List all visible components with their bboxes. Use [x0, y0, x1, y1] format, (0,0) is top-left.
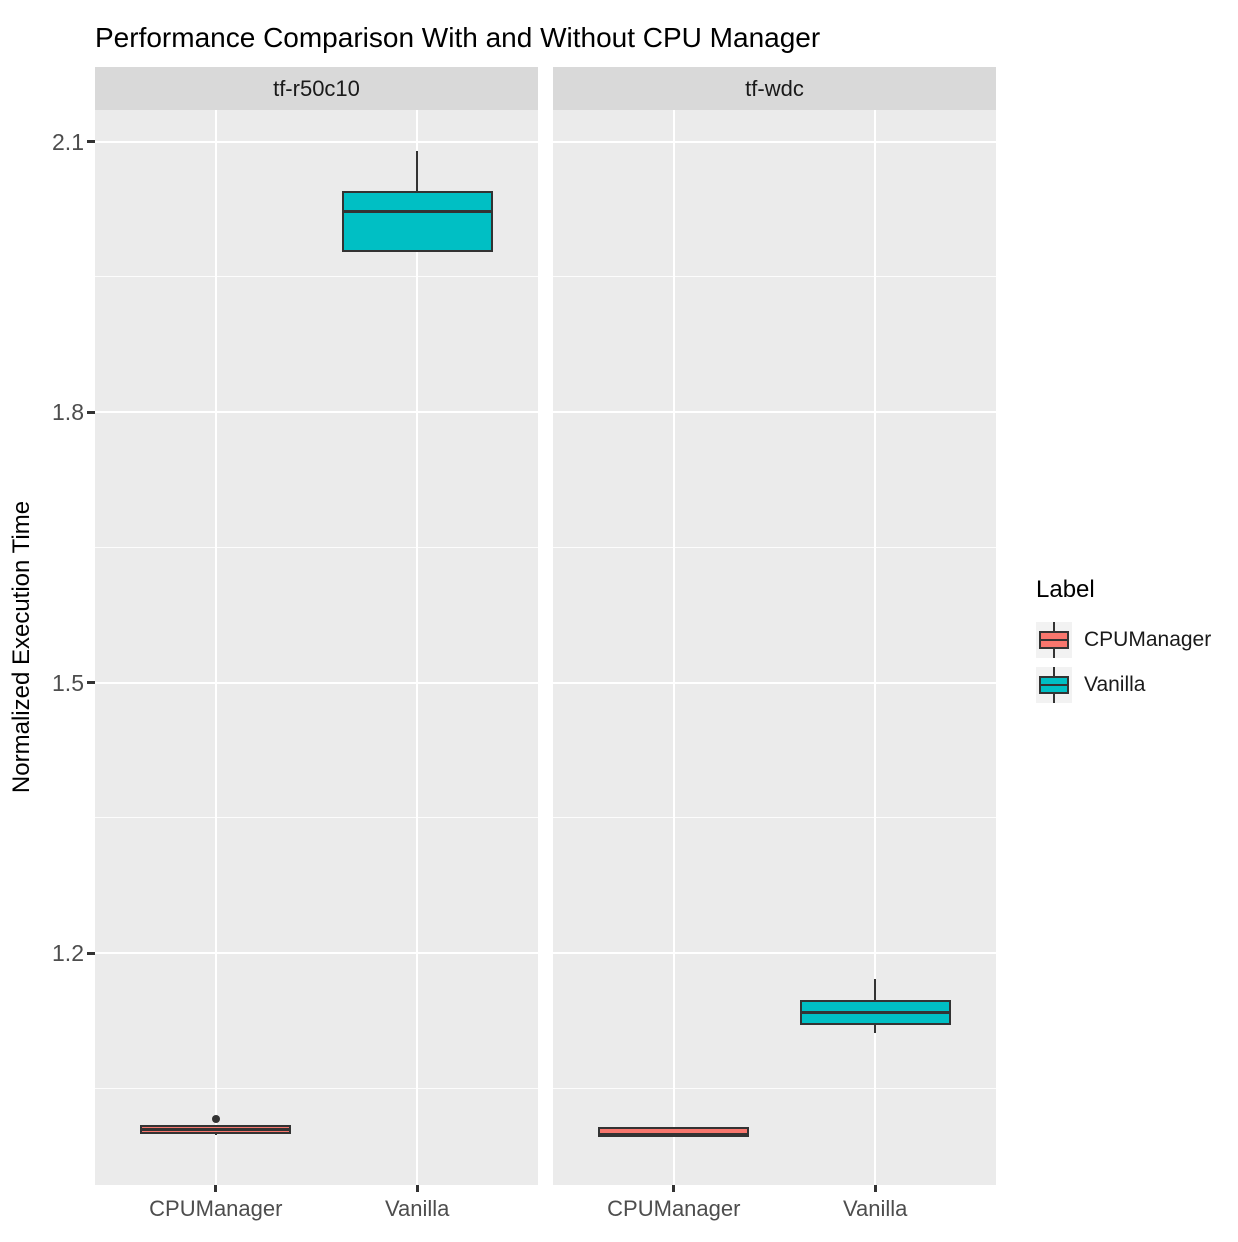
y-axis-tick: [87, 951, 95, 955]
gridline-minor: [553, 817, 996, 819]
gridline-minor: [553, 276, 996, 278]
legend-key-boxplot-icon: [1036, 667, 1072, 703]
x-tick-label: CPUManager: [149, 1196, 283, 1221]
gridline-minor: [553, 1088, 996, 1089]
gridline-major: [95, 681, 538, 684]
gridline-major: [95, 411, 538, 414]
x-axis-tick: [672, 1185, 676, 1192]
gridline-major: [553, 411, 996, 414]
facet-panel-tf-wdc: [553, 110, 996, 1185]
gridline-major: [95, 952, 538, 955]
chart-title: Performance Comparison With and Without …: [95, 22, 821, 53]
whisker-upper: [874, 979, 877, 1001]
legend-key-boxplot-icon: [1036, 622, 1072, 658]
facet-strip-label: tf-wdc: [745, 75, 804, 101]
y-axis-tick: [87, 681, 95, 685]
median-line: [343, 210, 491, 214]
median-line: [600, 1132, 748, 1136]
box-vanilla: [341, 191, 493, 253]
legend-entry-label: CPUManager: [1084, 628, 1212, 651]
y-axis-title: Normalized Execution Time: [8, 500, 35, 794]
gridline-minor: [95, 276, 538, 278]
gridline-minor: [95, 1088, 538, 1089]
gridline-major: [553, 681, 996, 684]
y-tick-label: 2.1: [52, 128, 84, 155]
outlier-point: [211, 1115, 220, 1124]
gridline-minor: [95, 546, 538, 548]
y-axis-tick: [87, 410, 95, 414]
whisker-lower: [214, 1133, 217, 1136]
x-axis-tick: [415, 1185, 419, 1192]
box-cpumanager: [598, 1127, 750, 1138]
gridline-minor: [95, 817, 538, 819]
legend-entry-vanilla: Vanilla: [1036, 667, 1211, 703]
median-line: [801, 1011, 949, 1015]
x-tick-label: Vanilla: [384, 1196, 450, 1221]
legend-entry-cpumanager: CPUManager: [1036, 622, 1211, 658]
facet-strip-tf-wdc: tf-wdc: [553, 67, 996, 110]
median-line: [142, 1128, 290, 1132]
x-tick-label: Vanilla: [842, 1196, 908, 1221]
y-axis-tick: [87, 140, 95, 144]
x-axis-tick: [214, 1185, 218, 1192]
whisker-upper: [416, 150, 419, 192]
gridline-vertical: [214, 110, 217, 1185]
y-tick-label: 1.5: [52, 669, 84, 696]
facet-panel-tf-r50c10: [95, 110, 538, 1185]
legend-median-line: [1041, 684, 1067, 686]
y-tick-label: 1.2: [52, 940, 84, 967]
legend: Label CPUManager Vanilla: [1036, 576, 1211, 712]
legend-entry-label: Vanilla: [1084, 673, 1146, 696]
legend-title: Label: [1036, 576, 1095, 603]
gridline-vertical: [672, 110, 675, 1185]
x-axis-tick: [873, 1185, 877, 1192]
gridline-minor: [553, 546, 996, 548]
gridline-vertical: [874, 110, 877, 1185]
gridline-major: [95, 140, 538, 143]
x-tick-label: CPUManager: [607, 1196, 741, 1221]
gridline-major: [553, 140, 996, 143]
whisker-lower: [874, 1025, 877, 1034]
gridline-major: [553, 952, 996, 955]
facet-strip-label: tf-r50c10: [273, 75, 360, 101]
gridline-vertical: [416, 110, 419, 1185]
facet-strip-tf-r50c10: tf-r50c10: [95, 67, 538, 110]
y-tick-label: 1.8: [52, 399, 84, 426]
legend-median-line: [1041, 639, 1067, 641]
